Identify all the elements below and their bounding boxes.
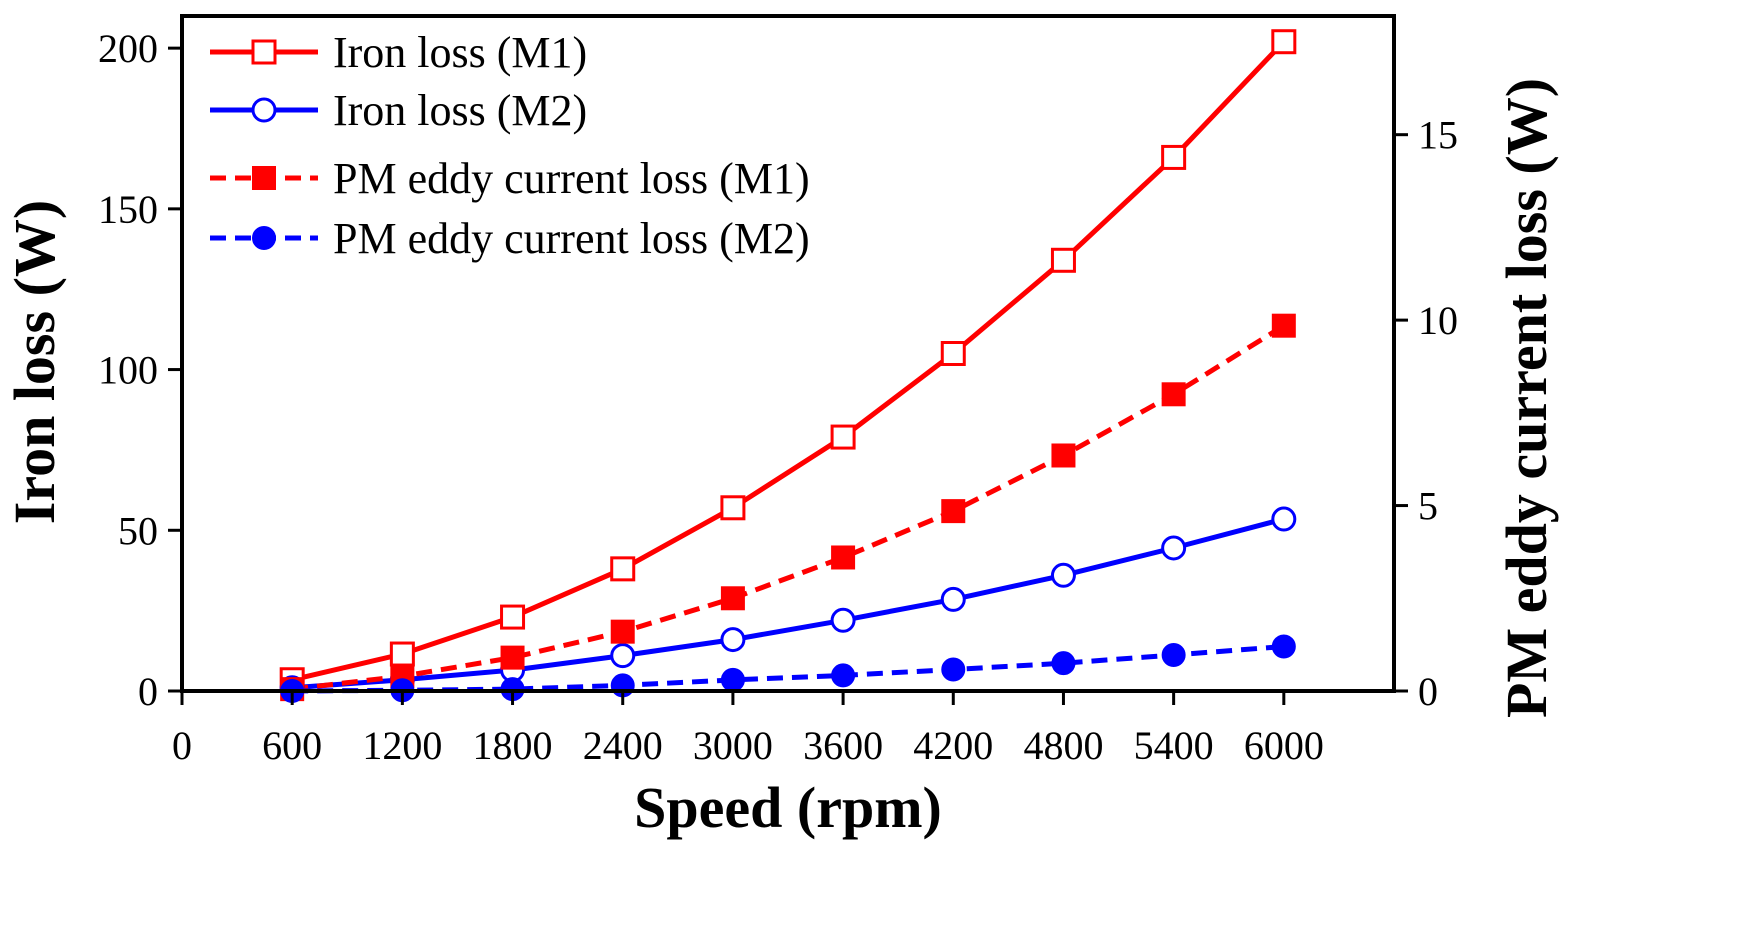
- data-point-series-1: [1271, 29, 1297, 55]
- data-point-series-3: [1271, 313, 1296, 338]
- x-tick-label: 0: [172, 723, 192, 768]
- y2-tick-label: 5: [1418, 484, 1438, 529]
- x-tick-label: 3600: [803, 723, 883, 768]
- data-point-series-1: [1050, 247, 1076, 273]
- x-tick-label: 600: [262, 723, 322, 768]
- y-axis-left: 0 50 100 150 200: [98, 26, 182, 714]
- y-tick-label: 100: [98, 348, 158, 393]
- series-line-1: [291, 39, 1286, 683]
- legend-marker-2: [251, 97, 277, 123]
- x-axis: 0 600 1200 1800 2400 3000 3600 4200 4800 5400 6000: [172, 691, 1324, 768]
- legend-marker-1: [251, 39, 277, 65]
- x-tick-label: 2400: [583, 723, 663, 768]
- legend-marker-3: [252, 166, 276, 190]
- data-point-series-2: [610, 643, 636, 669]
- y-tick-label: 200: [98, 26, 158, 71]
- y-tick-label: 0: [138, 669, 158, 714]
- data-point-series-2: [1271, 506, 1297, 532]
- series-line-3: [291, 323, 1286, 692]
- data-point-series-1: [720, 495, 746, 521]
- data-point-series-2: [1161, 535, 1187, 561]
- data-point-series-3: [500, 645, 525, 670]
- data-point-series-3: [941, 499, 966, 524]
- data-point-series-4: [1271, 634, 1296, 659]
- legend-label-3: PM eddy current loss (M1): [333, 154, 810, 203]
- series-line-2: [292, 516, 1285, 691]
- data-point-series-2: [940, 586, 966, 612]
- data-point-series-3: [720, 586, 745, 611]
- x-tick-label: 1200: [362, 723, 442, 768]
- y2-tick-label: 15: [1418, 113, 1458, 158]
- data-point-series-2: [720, 627, 746, 653]
- legend-label-4: PM eddy current loss (M2): [333, 214, 810, 263]
- y-tick-label: 150: [98, 187, 158, 232]
- legend-marker-4: [252, 226, 276, 250]
- x-tick-label: 3000: [693, 723, 773, 768]
- data-point-series-3: [831, 545, 856, 570]
- data-point-series-4: [831, 663, 856, 688]
- data-point-series-4: [941, 657, 966, 682]
- plot-frame: [180, 14, 1396, 693]
- y-axis-title-right: PM eddy current loss (W): [1494, 78, 1559, 718]
- data-point-series-1: [1161, 144, 1187, 170]
- y2-tick-label: 10: [1418, 298, 1458, 343]
- x-tick-label: 5400: [1134, 723, 1214, 768]
- y-axis-title-left: Iron loss (W): [2, 200, 67, 524]
- legend: Iron loss (M1) Iron loss (M2) PM eddy curr…: [210, 28, 810, 263]
- data-point-series-1: [830, 424, 856, 450]
- y-axis-right: 0 5 10 15: [1394, 113, 1458, 714]
- x-tick-label: 6000: [1244, 723, 1324, 768]
- data-point-series-1: [940, 341, 966, 366]
- data-point-series-2: [830, 607, 856, 633]
- legend-label-2: Iron loss (M2): [333, 86, 587, 135]
- data-point-series-1: [389, 641, 415, 667]
- data-point-series-2: [1050, 562, 1076, 588]
- y2-tick-label: 0: [1418, 669, 1438, 714]
- data-point-series-4: [720, 667, 745, 692]
- data-point-series-3: [1051, 443, 1076, 468]
- data-point-series-1: [610, 556, 636, 582]
- data-point-series-3: [610, 619, 635, 644]
- x-axis-title: Speed (rpm): [634, 775, 942, 840]
- data-point-series-4: [1161, 643, 1186, 668]
- x-tick-label: 1800: [473, 723, 553, 768]
- legend-label-1: Iron loss (M1): [333, 28, 587, 77]
- x-tick-label: 4200: [913, 723, 993, 768]
- data-point-series-4: [1051, 651, 1076, 676]
- data-point-series-1: [500, 604, 526, 630]
- data-point-series-3: [1161, 382, 1186, 407]
- x-tick-label: 4800: [1023, 723, 1103, 768]
- y-tick-label: 50: [118, 508, 158, 553]
